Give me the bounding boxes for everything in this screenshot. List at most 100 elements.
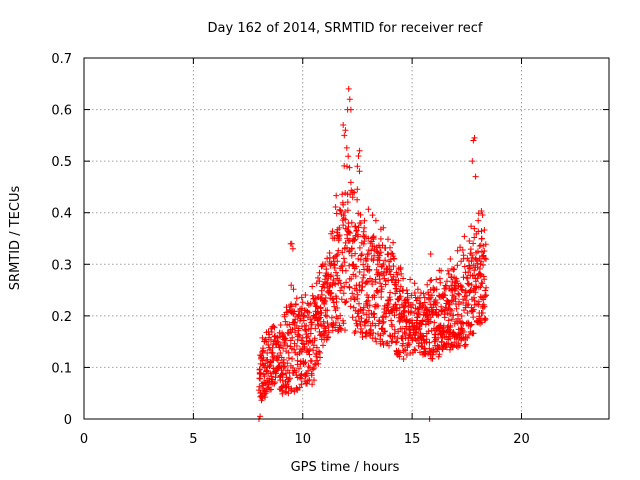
data-point: [379, 320, 386, 326]
data-point: [423, 306, 430, 312]
data-point: [465, 281, 472, 288]
data-point: [481, 276, 488, 283]
data-point: [257, 375, 264, 382]
data-point: [289, 355, 296, 362]
data-point: [324, 307, 331, 314]
data-point: [349, 314, 356, 321]
data-point: [327, 290, 334, 297]
data-point: [448, 307, 455, 314]
data-point: [404, 290, 411, 297]
data-point: [345, 85, 352, 92]
data-point: [308, 358, 315, 365]
data-point: [355, 153, 362, 159]
data-point: [334, 305, 341, 311]
data-point: [350, 304, 357, 311]
data-point: [393, 338, 400, 345]
data-point: [299, 340, 306, 347]
data-point: [474, 260, 481, 267]
data-point: [337, 312, 344, 319]
data-point: [370, 257, 377, 264]
data-point: [452, 295, 459, 302]
data-point: [308, 321, 315, 328]
data-point: [345, 153, 352, 160]
data-point: [342, 127, 349, 134]
data-point: [366, 266, 373, 273]
data-point: [268, 329, 275, 335]
data-point: [464, 335, 471, 341]
data-point: [358, 251, 365, 258]
data-point: [317, 354, 323, 361]
data-point: [467, 246, 474, 253]
data-point: [311, 361, 318, 368]
data-point: [356, 168, 363, 175]
data-point: [450, 312, 457, 319]
data-point: [394, 271, 401, 278]
data-point: [466, 331, 472, 338]
data-point: [256, 383, 263, 390]
y-tick-label: 0.6: [51, 104, 72, 119]
data-point: [392, 339, 399, 346]
data-point: [455, 290, 462, 297]
data-point: [408, 292, 415, 299]
data-point: [362, 330, 369, 337]
data-point: [402, 347, 409, 354]
data-point: [363, 329, 370, 336]
data-point: [387, 256, 394, 263]
data-point: [324, 255, 331, 262]
data-point: [311, 335, 318, 342]
data-point: [398, 270, 405, 277]
data-point: [336, 224, 343, 231]
data-point: [444, 278, 450, 285]
data-point: [333, 210, 340, 217]
y-tick-labels: 0 0.1 0.2 0.3 0.4 0.5 0.6 0.7: [51, 52, 72, 428]
data-point: [389, 323, 396, 330]
data-point: [310, 365, 317, 372]
data-point: [345, 229, 352, 236]
data-point: [356, 244, 363, 251]
data-point: [347, 106, 354, 113]
data-point: [427, 294, 434, 301]
chart-title: Day 162 of 2014, SRMTID for receiver rec…: [208, 21, 483, 36]
data-point: [470, 330, 477, 337]
data-point: [298, 294, 305, 301]
data-point: [356, 318, 363, 325]
data-point: [472, 173, 479, 180]
data-point: [471, 134, 478, 141]
data-point: [317, 314, 324, 321]
data-point: [333, 192, 340, 199]
data-point: [363, 298, 370, 305]
data-point: [309, 381, 316, 388]
data-point: [372, 322, 379, 329]
data-point: [347, 179, 354, 186]
data-point: [335, 247, 342, 254]
data-point: [395, 296, 402, 303]
data-point: [408, 308, 414, 315]
data-point: [459, 247, 466, 253]
data-point: [449, 316, 455, 323]
y-tick-label: 0.5: [51, 155, 72, 170]
data-point: [471, 297, 478, 304]
data-point: [472, 278, 479, 285]
data-point: [320, 342, 326, 349]
data-point: [316, 278, 323, 285]
data-point: [356, 269, 363, 275]
data-point: [382, 328, 388, 335]
data-point: [430, 287, 437, 294]
data-point: [314, 303, 320, 310]
data-point: [347, 230, 354, 236]
data-point: [308, 372, 315, 379]
data-point: [365, 235, 372, 242]
data-point: [339, 249, 346, 256]
data-point: [482, 316, 489, 323]
axis-ticks: [83, 57, 609, 420]
data-point: [352, 250, 359, 257]
data-point: [371, 252, 378, 259]
data-point: [479, 212, 486, 218]
data-point: [479, 280, 486, 287]
data-point: [303, 322, 310, 329]
data-point: [269, 344, 276, 351]
data-point: [339, 191, 346, 198]
data-point: [468, 282, 475, 288]
data-point: [351, 236, 358, 243]
data-point: [359, 334, 366, 340]
